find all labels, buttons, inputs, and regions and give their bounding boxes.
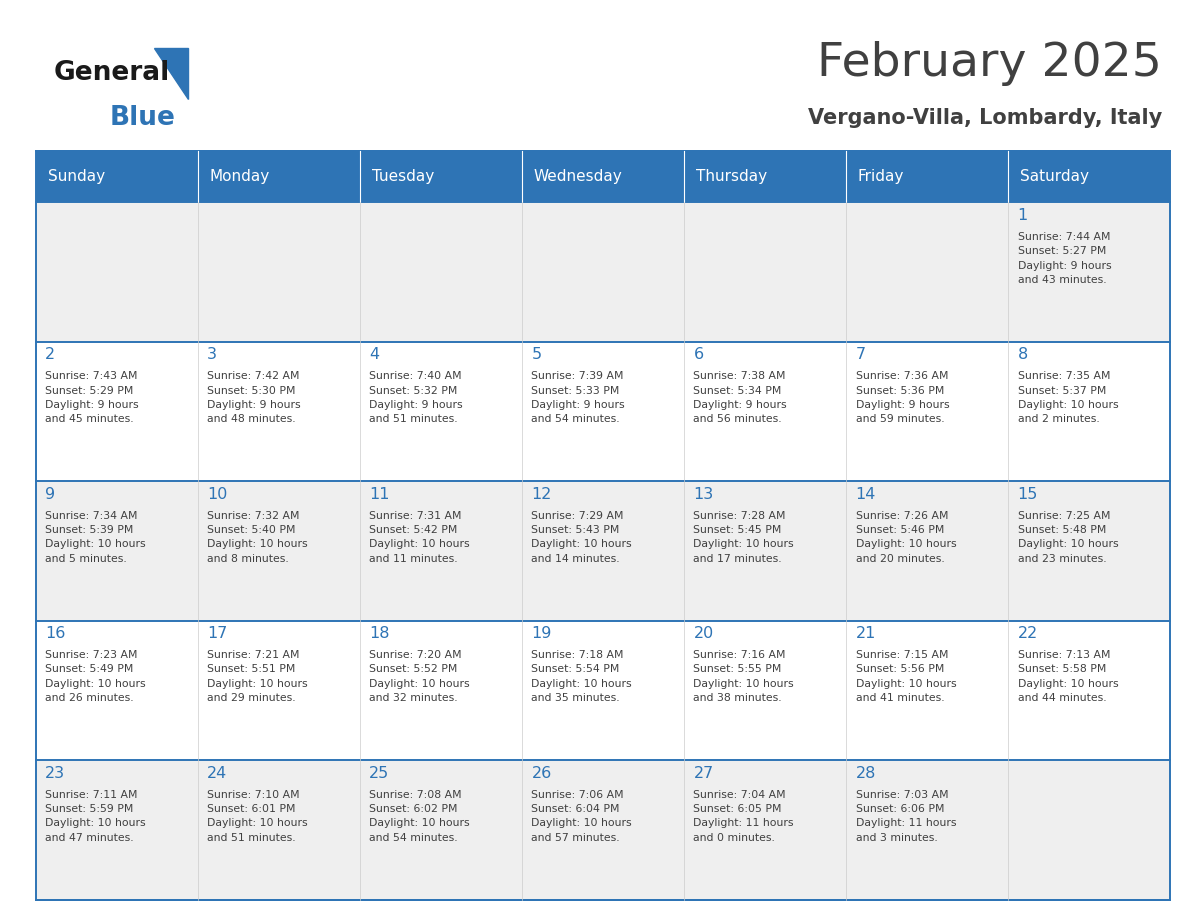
- Text: 28: 28: [855, 766, 876, 780]
- Text: 3: 3: [207, 347, 217, 363]
- Text: Sunrise: 7:23 AM
Sunset: 5:49 PM
Daylight: 10 hours
and 26 minutes.: Sunrise: 7:23 AM Sunset: 5:49 PM Dayligh…: [45, 650, 146, 703]
- Text: Sunday: Sunday: [48, 170, 105, 185]
- Text: Sunrise: 7:26 AM
Sunset: 5:46 PM
Daylight: 10 hours
and 20 minutes.: Sunrise: 7:26 AM Sunset: 5:46 PM Dayligh…: [855, 510, 956, 564]
- Text: 24: 24: [207, 766, 227, 780]
- Text: 13: 13: [694, 487, 714, 502]
- Text: 5: 5: [531, 347, 542, 363]
- Text: Sunrise: 7:20 AM
Sunset: 5:52 PM
Daylight: 10 hours
and 32 minutes.: Sunrise: 7:20 AM Sunset: 5:52 PM Dayligh…: [369, 650, 470, 703]
- Text: Sunrise: 7:10 AM
Sunset: 6:01 PM
Daylight: 10 hours
and 51 minutes.: Sunrise: 7:10 AM Sunset: 6:01 PM Dayligh…: [207, 789, 308, 843]
- Text: Sunrise: 7:11 AM
Sunset: 5:59 PM
Daylight: 10 hours
and 47 minutes.: Sunrise: 7:11 AM Sunset: 5:59 PM Dayligh…: [45, 789, 146, 843]
- Text: Sunrise: 7:21 AM
Sunset: 5:51 PM
Daylight: 10 hours
and 29 minutes.: Sunrise: 7:21 AM Sunset: 5:51 PM Dayligh…: [207, 650, 308, 703]
- Text: Sunrise: 7:31 AM
Sunset: 5:42 PM
Daylight: 10 hours
and 11 minutes.: Sunrise: 7:31 AM Sunset: 5:42 PM Dayligh…: [369, 510, 470, 564]
- Text: Sunrise: 7:32 AM
Sunset: 5:40 PM
Daylight: 10 hours
and 8 minutes.: Sunrise: 7:32 AM Sunset: 5:40 PM Dayligh…: [207, 510, 308, 564]
- Text: Blue: Blue: [109, 105, 175, 130]
- Text: 22: 22: [1018, 626, 1038, 642]
- Text: 19: 19: [531, 626, 551, 642]
- Text: Sunrise: 7:08 AM
Sunset: 6:02 PM
Daylight: 10 hours
and 54 minutes.: Sunrise: 7:08 AM Sunset: 6:02 PM Dayligh…: [369, 789, 470, 843]
- Text: 11: 11: [369, 487, 390, 502]
- Text: 26: 26: [531, 766, 551, 780]
- Text: Vergano-Villa, Lombardy, Italy: Vergano-Villa, Lombardy, Italy: [808, 108, 1162, 129]
- Text: 6: 6: [694, 347, 703, 363]
- Text: 14: 14: [855, 487, 876, 502]
- Text: 15: 15: [1018, 487, 1038, 502]
- Text: Tuesday: Tuesday: [372, 170, 434, 185]
- Text: 9: 9: [45, 487, 56, 502]
- Text: Saturday: Saturday: [1020, 170, 1089, 185]
- Text: General: General: [53, 61, 170, 86]
- Text: 20: 20: [694, 626, 714, 642]
- Text: 7: 7: [855, 347, 866, 363]
- Text: Sunrise: 7:42 AM
Sunset: 5:30 PM
Daylight: 9 hours
and 48 minutes.: Sunrise: 7:42 AM Sunset: 5:30 PM Dayligh…: [207, 371, 301, 424]
- Bar: [36, 151, 1170, 202]
- Text: Sunrise: 7:25 AM
Sunset: 5:48 PM
Daylight: 10 hours
and 23 minutes.: Sunrise: 7:25 AM Sunset: 5:48 PM Dayligh…: [1018, 510, 1118, 564]
- Text: Sunrise: 7:34 AM
Sunset: 5:39 PM
Daylight: 10 hours
and 5 minutes.: Sunrise: 7:34 AM Sunset: 5:39 PM Dayligh…: [45, 510, 146, 564]
- Text: 8: 8: [1018, 347, 1028, 363]
- Text: 12: 12: [531, 487, 551, 502]
- Text: Wednesday: Wednesday: [533, 170, 623, 185]
- Text: Sunrise: 7:16 AM
Sunset: 5:55 PM
Daylight: 10 hours
and 38 minutes.: Sunrise: 7:16 AM Sunset: 5:55 PM Dayligh…: [694, 650, 794, 703]
- Text: Sunrise: 7:18 AM
Sunset: 5:54 PM
Daylight: 10 hours
and 35 minutes.: Sunrise: 7:18 AM Sunset: 5:54 PM Dayligh…: [531, 650, 632, 703]
- Bar: [36, 621, 1170, 760]
- Text: Sunrise: 7:15 AM
Sunset: 5:56 PM
Daylight: 10 hours
and 41 minutes.: Sunrise: 7:15 AM Sunset: 5:56 PM Dayligh…: [855, 650, 956, 703]
- Text: 27: 27: [694, 766, 714, 780]
- Text: Sunrise: 7:44 AM
Sunset: 5:27 PM
Daylight: 9 hours
and 43 minutes.: Sunrise: 7:44 AM Sunset: 5:27 PM Dayligh…: [1018, 231, 1111, 285]
- Text: Sunrise: 7:38 AM
Sunset: 5:34 PM
Daylight: 9 hours
and 56 minutes.: Sunrise: 7:38 AM Sunset: 5:34 PM Dayligh…: [694, 371, 788, 424]
- Text: Sunrise: 7:28 AM
Sunset: 5:45 PM
Daylight: 10 hours
and 17 minutes.: Sunrise: 7:28 AM Sunset: 5:45 PM Dayligh…: [694, 510, 794, 564]
- Text: Sunrise: 7:03 AM
Sunset: 6:06 PM
Daylight: 11 hours
and 3 minutes.: Sunrise: 7:03 AM Sunset: 6:06 PM Dayligh…: [855, 789, 956, 843]
- Text: Sunrise: 7:06 AM
Sunset: 6:04 PM
Daylight: 10 hours
and 57 minutes.: Sunrise: 7:06 AM Sunset: 6:04 PM Dayligh…: [531, 789, 632, 843]
- Text: 23: 23: [45, 766, 65, 780]
- Text: Sunrise: 7:29 AM
Sunset: 5:43 PM
Daylight: 10 hours
and 14 minutes.: Sunrise: 7:29 AM Sunset: 5:43 PM Dayligh…: [531, 510, 632, 564]
- Text: Sunrise: 7:39 AM
Sunset: 5:33 PM
Daylight: 9 hours
and 54 minutes.: Sunrise: 7:39 AM Sunset: 5:33 PM Dayligh…: [531, 371, 625, 424]
- Text: Sunrise: 7:13 AM
Sunset: 5:58 PM
Daylight: 10 hours
and 44 minutes.: Sunrise: 7:13 AM Sunset: 5:58 PM Dayligh…: [1018, 650, 1118, 703]
- Text: Sunrise: 7:43 AM
Sunset: 5:29 PM
Daylight: 9 hours
and 45 minutes.: Sunrise: 7:43 AM Sunset: 5:29 PM Dayligh…: [45, 371, 139, 424]
- Text: 21: 21: [855, 626, 876, 642]
- Text: 25: 25: [369, 766, 390, 780]
- Bar: [36, 481, 1170, 621]
- Text: Monday: Monday: [209, 170, 270, 185]
- Text: Thursday: Thursday: [696, 170, 767, 185]
- Text: Sunrise: 7:35 AM
Sunset: 5:37 PM
Daylight: 10 hours
and 2 minutes.: Sunrise: 7:35 AM Sunset: 5:37 PM Dayligh…: [1018, 371, 1118, 424]
- Text: 18: 18: [369, 626, 390, 642]
- Text: Sunrise: 7:04 AM
Sunset: 6:05 PM
Daylight: 11 hours
and 0 minutes.: Sunrise: 7:04 AM Sunset: 6:05 PM Dayligh…: [694, 789, 794, 843]
- Bar: [36, 151, 1170, 900]
- Text: Sunrise: 7:36 AM
Sunset: 5:36 PM
Daylight: 9 hours
and 59 minutes.: Sunrise: 7:36 AM Sunset: 5:36 PM Dayligh…: [855, 371, 949, 424]
- Text: February 2025: February 2025: [817, 41, 1162, 86]
- Text: 16: 16: [45, 626, 65, 642]
- Text: 1: 1: [1018, 207, 1028, 223]
- Text: 4: 4: [369, 347, 379, 363]
- Bar: [36, 202, 1170, 341]
- Text: 10: 10: [207, 487, 228, 502]
- Bar: [36, 760, 1170, 900]
- Bar: [36, 341, 1170, 481]
- Text: Sunrise: 7:40 AM
Sunset: 5:32 PM
Daylight: 9 hours
and 51 minutes.: Sunrise: 7:40 AM Sunset: 5:32 PM Dayligh…: [369, 371, 463, 424]
- Text: 2: 2: [45, 347, 56, 363]
- Text: Friday: Friday: [858, 170, 904, 185]
- Text: 17: 17: [207, 626, 228, 642]
